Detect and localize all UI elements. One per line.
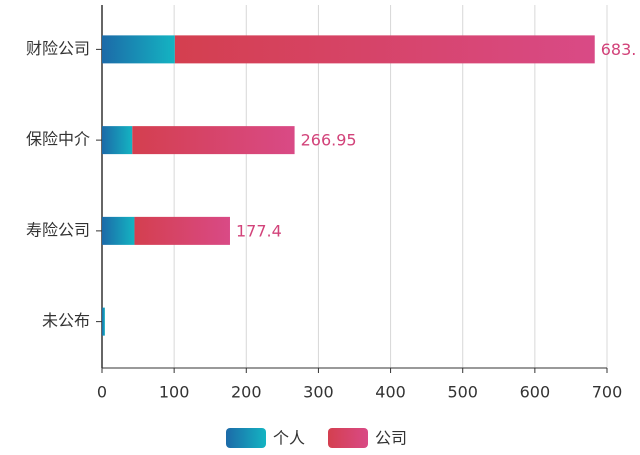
- legend-swatch: [328, 428, 368, 448]
- bar-segment: [134, 216, 230, 245]
- x-tick-label: 600: [520, 383, 551, 402]
- y-tick-label: 保险中介: [26, 130, 90, 149]
- total-label: 266.95: [301, 131, 357, 150]
- x-tick-label: 700: [592, 383, 623, 402]
- x-tick-label: 100: [159, 383, 190, 402]
- bar-segment: [102, 35, 175, 64]
- total-label: 683.: [601, 40, 637, 59]
- bar-segment: [174, 35, 595, 64]
- bar-segment: [102, 307, 105, 336]
- x-tick-label: 200: [231, 383, 262, 402]
- y-tick-label: 财险公司: [26, 39, 90, 58]
- total-label: 177.4: [236, 221, 282, 240]
- bar-segment: [102, 216, 135, 245]
- x-tick-label: 500: [447, 383, 478, 402]
- bar-segment: [132, 126, 295, 155]
- x-tick-label: 0: [97, 383, 107, 402]
- x-tick-label: 400: [375, 383, 406, 402]
- bar-segment: [102, 126, 133, 155]
- y-tick-label: 寿险公司: [26, 220, 90, 239]
- y-tick-label: 未公布: [42, 311, 90, 330]
- legend-swatch: [226, 428, 266, 448]
- x-tick-label: 300: [303, 383, 334, 402]
- legend-label: 个人: [273, 429, 305, 448]
- legend-label: 公司: [375, 429, 407, 448]
